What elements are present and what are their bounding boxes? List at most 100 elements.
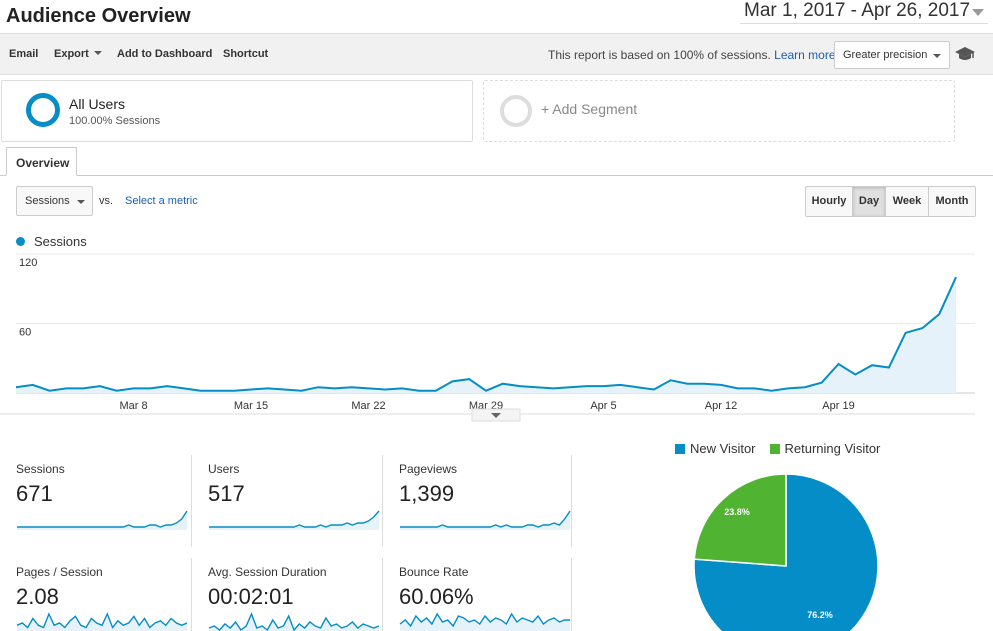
add-segment-button[interactable]: + Add Segment <box>483 80 955 142</box>
pie-slice[interactable] <box>693 473 879 631</box>
export-label: Export <box>54 48 89 60</box>
sessions-point[interactable] <box>299 389 303 393</box>
sessions-point[interactable] <box>48 389 52 393</box>
sessions-point[interactable] <box>501 382 505 386</box>
sessions-point[interactable] <box>148 386 152 390</box>
sessions-point[interactable] <box>853 373 857 377</box>
metric-value: 00:02:01 <box>208 584 294 609</box>
metric-card[interactable]: Pages / Session 2.08 <box>0 558 190 631</box>
precision-select[interactable]: Greater precision <box>834 41 950 69</box>
sessions-point[interactable] <box>786 386 790 390</box>
sessions-point[interactable] <box>669 378 673 382</box>
sessions-point[interactable] <box>215 389 219 393</box>
export-button[interactable]: Export <box>54 48 102 60</box>
sessions-point[interactable] <box>367 386 371 390</box>
expand-chart-handle[interactable] <box>471 408 521 422</box>
sessions-point[interactable] <box>602 384 606 388</box>
sessions-point[interactable] <box>249 388 253 392</box>
learn-more-link[interactable]: Learn more <box>774 48 836 62</box>
segment-all-users[interactable]: All Users 100.00% Sessions <box>1 80 473 142</box>
sessions-point[interactable] <box>333 386 337 390</box>
sessions-point[interactable] <box>450 379 454 383</box>
sessions-point[interactable] <box>383 388 387 392</box>
x-tick-label: Mar 22 <box>351 400 385 412</box>
shortcut-button[interactable]: Shortcut <box>223 48 269 60</box>
sessions-point[interactable] <box>870 363 874 367</box>
pie-legend-item[interactable]: New Visitor <box>675 441 756 456</box>
sessions-point[interactable] <box>467 377 471 381</box>
sessions-point[interactable] <box>920 326 924 330</box>
sessions-point[interactable] <box>769 389 773 393</box>
metric-value: 1,399 <box>399 481 455 506</box>
pie-legend-item[interactable]: Returning Visitor <box>769 441 880 456</box>
metric-card[interactable]: Avg. Session Duration 00:02:01 <box>191 558 381 631</box>
graduation-cap-icon[interactable] <box>955 46 975 62</box>
sessions-point[interactable] <box>837 362 841 366</box>
sessions-point[interactable] <box>904 331 908 335</box>
sessions-point[interactable] <box>585 384 589 388</box>
sessions-point[interactable] <box>635 385 639 389</box>
metric-card[interactable]: Pageviews 1,399 <box>382 455 572 547</box>
metric-card[interactable]: Bounce Rate 60.06% <box>382 558 572 631</box>
sessions-point[interactable] <box>98 384 102 388</box>
sessions-point[interactable] <box>400 386 404 390</box>
sessions-point[interactable] <box>165 384 169 388</box>
date-range-label: Mar 1, 2017 - Apr 26, 2017 <box>744 0 971 21</box>
select-metric-link[interactable]: Select a metric <box>125 195 198 207</box>
sessions-point[interactable] <box>182 386 186 390</box>
period-week-button[interactable]: Week <box>886 187 929 216</box>
metric-card[interactable]: Sessions 671 <box>0 455 190 547</box>
sessions-point[interactable] <box>31 383 35 387</box>
visitor-type-pie[interactable]: 76.2% 23.8% <box>686 466 886 631</box>
sessions-point[interactable] <box>719 383 723 387</box>
sessions-point[interactable] <box>568 385 572 389</box>
sessions-point[interactable] <box>266 386 270 390</box>
add-to-dashboard-button[interactable]: Add to Dashboard <box>117 48 213 60</box>
sessions-point[interactable] <box>518 384 522 388</box>
sessions-point[interactable] <box>14 385 18 389</box>
sessions-point[interactable] <box>81 386 85 390</box>
sessions-point[interactable] <box>954 275 958 279</box>
sessions-point[interactable] <box>551 386 555 390</box>
sampling-note: This report is based on 100% of sessions… <box>548 48 836 62</box>
sessions-point[interactable] <box>753 386 757 390</box>
period-hourly-button[interactable]: Hourly <box>806 187 853 216</box>
sessions-point[interactable] <box>484 389 488 393</box>
sessions-point[interactable] <box>887 366 891 370</box>
legend-label: Sessions <box>34 234 87 249</box>
metric-name: Avg. Session Duration <box>208 565 327 579</box>
period-day-button[interactable]: Day <box>853 187 886 216</box>
pie-slice[interactable] <box>693 473 787 567</box>
sessions-point[interactable] <box>702 382 706 386</box>
sessions-point[interactable] <box>132 386 136 390</box>
add-segment-label: + Add Segment <box>541 101 638 117</box>
sessions-point[interactable] <box>199 389 203 393</box>
sessions-point[interactable] <box>652 388 656 392</box>
sessions-point[interactable] <box>736 386 740 390</box>
page-title: Audience Overview <box>6 5 191 27</box>
sessions-point[interactable] <box>434 389 438 393</box>
chevron-down-icon[interactable] <box>972 9 984 16</box>
sessions-point[interactable] <box>534 385 538 389</box>
sessions-point[interactable] <box>803 385 807 389</box>
sessions-point[interactable] <box>316 385 320 389</box>
date-range-picker[interactable]: Mar 1, 2017 - Apr 26, 2017 <box>740 0 988 24</box>
sessions-point[interactable] <box>417 389 421 393</box>
sessions-point[interactable] <box>232 389 236 393</box>
sessions-point[interactable] <box>685 382 689 386</box>
sessions-point[interactable] <box>283 388 287 392</box>
sessions-point[interactable] <box>115 389 119 393</box>
sessions-point[interactable] <box>618 383 622 387</box>
x-tick-label: Mar 15 <box>234 400 268 412</box>
email-button[interactable]: Email <box>9 48 39 60</box>
sessions-point[interactable] <box>64 386 68 390</box>
sessions-point[interactable] <box>820 381 824 385</box>
metric-select[interactable]: Sessions <box>16 186 93 216</box>
sessions-point[interactable] <box>937 312 941 316</box>
metric-card[interactable]: Users 517 <box>191 455 381 547</box>
period-month-button[interactable]: Month <box>935 195 969 207</box>
tab-overview[interactable]: Overview <box>6 147 77 176</box>
legend-dot-icon <box>16 237 25 246</box>
sessions-point[interactable] <box>350 385 354 389</box>
